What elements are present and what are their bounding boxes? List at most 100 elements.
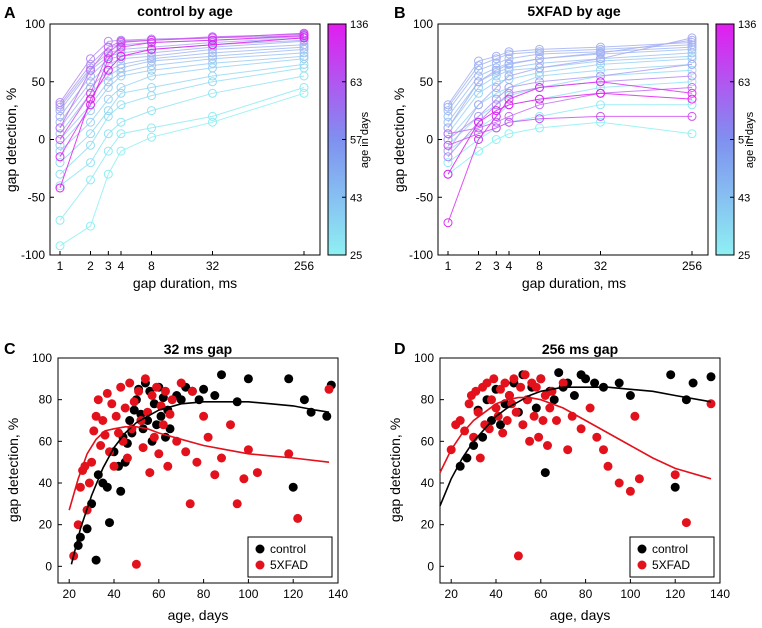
5XFAD-point [487,395,496,405]
data-marker [116,88,126,98]
control-point [82,524,92,534]
data-marker [535,47,544,57]
panel-b-colorbar [716,24,734,255]
data-marker [103,106,113,116]
5XFAD-point [111,411,121,421]
data-marker [491,94,501,104]
5XFAD-point [491,403,501,413]
series-line [447,39,693,129]
y-tick-label: -50 [416,190,434,204]
5XFAD-point [502,416,512,425]
series-line [447,37,693,152]
5XFAD-point [118,436,128,446]
series-line [59,92,305,247]
5XFAD-point [122,453,132,463]
data-marker [596,111,605,121]
data-marker [116,100,126,110]
5XFAD-point [324,384,334,394]
legend-swatch [637,544,647,554]
data-marker [116,83,126,92]
5XFAD-point [187,386,197,396]
data-marker [474,111,483,121]
series-line [59,44,305,123]
data-marker [208,38,217,47]
5XFAD-point [217,453,226,463]
data-marker [147,38,156,47]
data-marker [504,88,514,98]
x-tick-label: 20 [63,587,77,601]
data-marker [103,54,113,64]
control-point [152,420,162,430]
data-marker [147,106,156,116]
data-marker [491,135,501,144]
y-tick-label: 0 [38,133,45,147]
panel-a-plot [55,28,309,251]
series-line [59,75,305,187]
panel-d-ylabel: gap detection, % [387,418,403,522]
data-marker [687,54,697,64]
data-marker [687,100,697,110]
series-line [447,63,693,140]
panel-a-colorbar [328,24,346,255]
x-tick-label: 100 [620,587,640,601]
x-tick-label: 100 [238,587,258,601]
legend-box [247,536,333,578]
data-marker [504,59,514,69]
5XFAD-trend-line [68,425,330,511]
5XFAD-point [504,391,514,400]
panel-d-xlabel: age, days [550,607,611,623]
data-marker [535,44,544,54]
control-point [284,374,294,384]
control-point [625,391,635,400]
data-marker [596,77,605,87]
data-marker [208,58,217,68]
x-tick-label: 40 [107,587,121,601]
data-marker [147,71,156,81]
data-marker [687,40,697,50]
data-marker [86,129,95,139]
series-line [447,115,692,146]
5XFAD-point [473,407,483,417]
series-line [447,92,693,175]
5XFAD-point [509,374,519,384]
5XFAD-point [105,447,114,457]
data-marker [687,35,697,45]
data-marker [491,54,501,64]
y-tick-label: 20 [421,518,435,532]
series-line [447,42,693,106]
panel-d-legend: control 5XFAD [629,536,715,578]
colorbar-tick-label: 57 [350,135,362,147]
data-marker [504,111,514,121]
control-point [125,416,135,425]
data-marker [491,100,501,110]
data-marker [474,77,483,87]
data-marker [86,94,95,104]
panel-a-title: control by age [137,3,233,19]
data-marker [86,221,95,231]
5XFAD-point [210,470,220,480]
control-point [243,374,253,384]
data-marker [103,129,113,139]
data-marker [535,54,544,64]
5XFAD-point [131,559,141,569]
colorbar-tick-label: 25 [738,250,750,262]
data-marker [687,38,697,47]
5XFAD-point [576,424,586,434]
data-marker [687,44,697,54]
x-tick-label: 20 [445,587,459,601]
5XFAD-point [500,378,510,388]
data-marker [596,54,605,64]
data-marker [535,77,544,87]
colorbar-tick-label: 43 [350,192,362,204]
5XFAD-point [525,436,535,446]
data-marker [474,100,483,110]
data-marker [116,38,126,47]
control-point [199,384,209,394]
data-marker [116,146,126,156]
5XFAD-point [107,399,117,409]
data-marker [55,140,65,150]
x-tick-label: 80 [579,587,593,601]
y-tick-label: 60 [421,434,435,448]
5XFAD-point [493,411,503,421]
data-marker [55,158,65,168]
